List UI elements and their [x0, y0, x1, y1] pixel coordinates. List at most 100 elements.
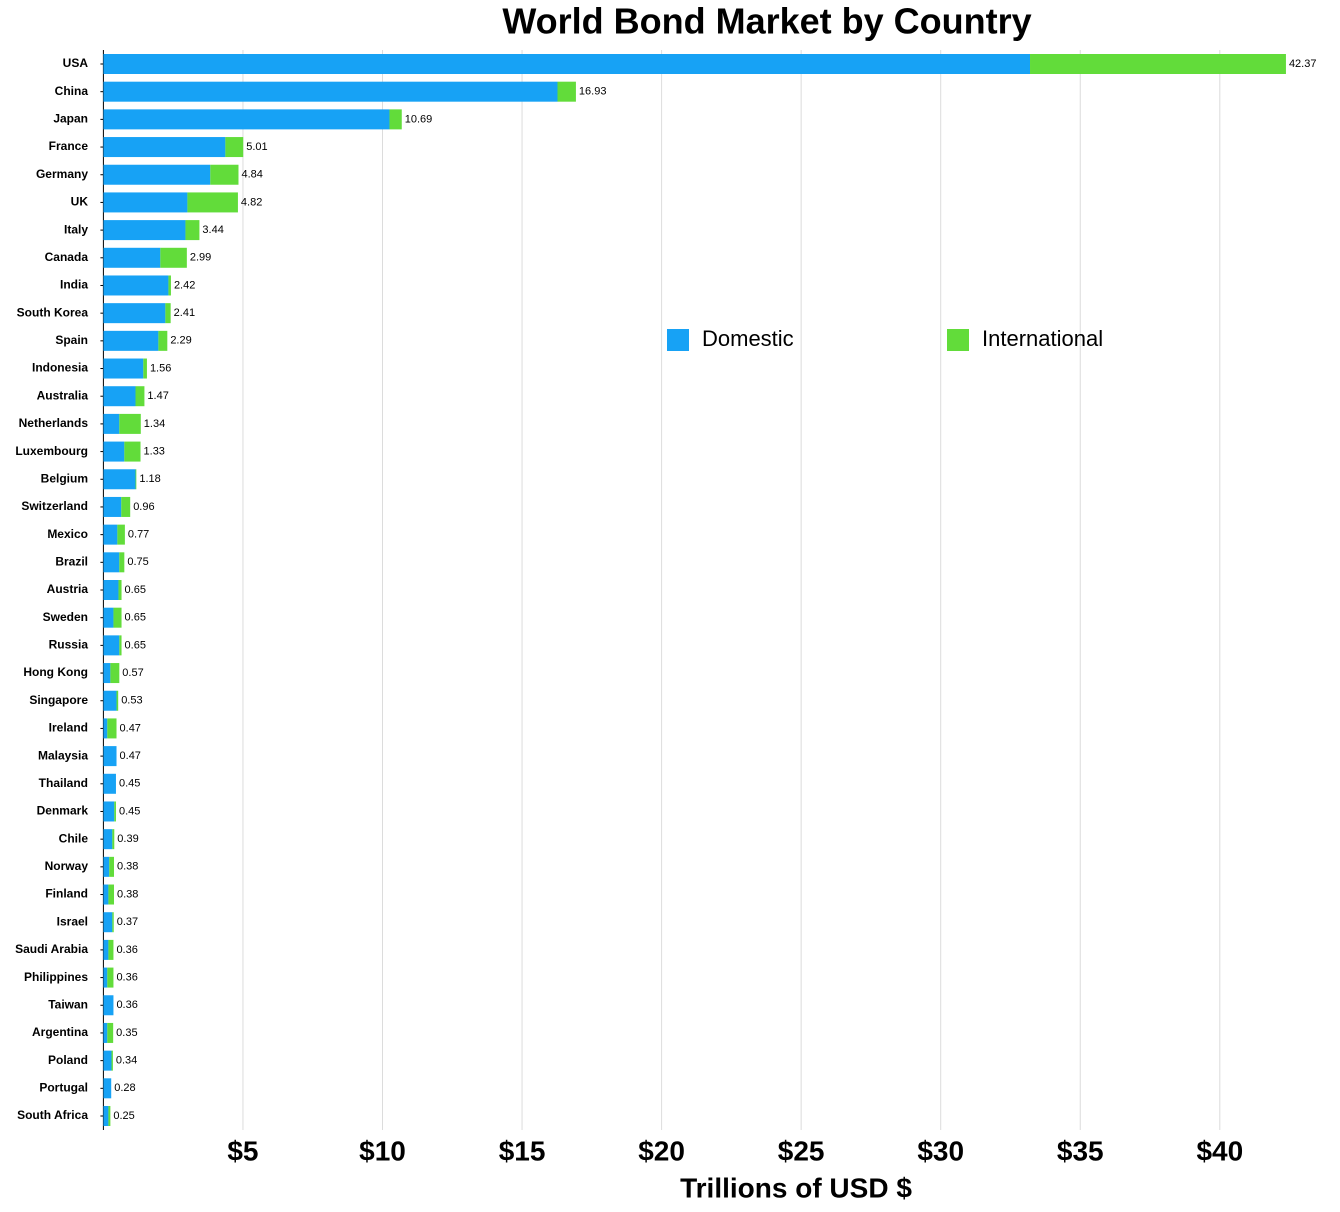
bar-segment — [135, 386, 145, 407]
value-label: 0.36 — [116, 999, 137, 1011]
y-tick-label: Singapore — [29, 693, 88, 707]
x-tick-label: $10 — [359, 1135, 406, 1166]
chart-title: World Bond Market by Country — [502, 1, 1031, 42]
y-tick-label: Denmark — [37, 804, 89, 818]
bar-segment — [107, 718, 117, 739]
bar-segment — [103, 912, 113, 933]
y-tick-label: Australia — [37, 388, 89, 402]
bar-segment — [225, 137, 244, 158]
y-tick-label: Germany — [36, 167, 88, 181]
y-tick-label: Hong Kong — [23, 665, 88, 679]
bar-segment — [103, 773, 116, 794]
bar-segment — [111, 1050, 113, 1071]
value-label: 0.38 — [117, 861, 138, 873]
bar-segment — [143, 358, 147, 379]
value-label: 42.37 — [1289, 58, 1317, 70]
value-label: 0.65 — [125, 639, 146, 651]
y-tick-label: Poland — [48, 1053, 88, 1067]
y-tick-label: Luxembourg — [15, 444, 88, 458]
bar-segment — [103, 801, 115, 822]
y-tick-label: Israel — [57, 914, 88, 928]
y-tick-label: Mexico — [47, 527, 88, 541]
bar-segment — [114, 801, 116, 822]
value-label: 4.84 — [241, 169, 262, 181]
bar-segment — [158, 330, 168, 351]
bar-segment — [103, 663, 111, 684]
value-label: 3.44 — [202, 224, 223, 236]
bar-segment — [108, 939, 114, 960]
x-tick-label: $40 — [1196, 1135, 1243, 1166]
value-label: 1.33 — [144, 445, 165, 457]
y-tick-label: Thailand — [39, 776, 88, 790]
y-tick-label: Brazil — [55, 554, 88, 568]
bar-segment — [557, 81, 576, 102]
bar-segment — [103, 718, 108, 739]
y-tick-label: Norway — [45, 859, 89, 873]
bar-segment — [165, 303, 171, 324]
value-label: 4.82 — [241, 196, 262, 208]
x-axis-title: Trillions of USD $ — [680, 1172, 912, 1203]
bar-segment — [103, 829, 113, 850]
value-label: 2.99 — [190, 252, 211, 264]
y-tick-label: France — [49, 139, 89, 153]
bar-segment — [103, 746, 117, 767]
value-label: 1.18 — [139, 473, 160, 485]
bar-segment — [103, 109, 390, 130]
y-tick-label: Indonesia — [32, 361, 88, 375]
value-label: 0.39 — [117, 833, 138, 845]
bar-segment — [103, 303, 166, 324]
y-tick-label: Philippines — [24, 970, 88, 984]
bar-segment — [389, 109, 402, 130]
bar-segment — [103, 635, 120, 656]
x-tick-label: $20 — [638, 1135, 685, 1166]
value-label: 1.34 — [144, 418, 165, 430]
y-tick-label: Canada — [45, 250, 89, 264]
value-label: 0.57 — [122, 667, 143, 679]
bar-segment — [103, 81, 558, 102]
y-tick-label: Japan — [53, 112, 88, 126]
value-label: 10.69 — [405, 113, 433, 125]
value-label: 0.96 — [133, 501, 154, 513]
value-label: 1.56 — [150, 362, 171, 374]
bar-segment — [108, 1106, 111, 1126]
value-label: 2.41 — [174, 307, 195, 319]
bar-segment — [103, 275, 169, 296]
legend-swatch — [667, 329, 689, 351]
y-tick-label: China — [55, 84, 89, 98]
bar-segment — [119, 635, 122, 656]
value-label: 0.53 — [121, 695, 142, 707]
y-tick-label: Portugal — [39, 1080, 88, 1094]
value-label: 0.34 — [116, 1055, 137, 1067]
bar-segment — [107, 1022, 114, 1043]
y-tick-label: Switzerland — [21, 499, 88, 513]
y-tick-label: Russia — [49, 638, 89, 652]
y-tick-label: Malaysia — [38, 748, 88, 762]
value-label: 2.42 — [174, 279, 195, 291]
value-label: 0.36 — [116, 971, 137, 983]
value-label: 0.28 — [114, 1082, 135, 1094]
y-tick-label: Spain — [55, 333, 88, 347]
bar-segment — [103, 137, 226, 158]
bar-segment — [103, 856, 110, 877]
y-tick-label: India — [60, 278, 88, 292]
bar-segment — [103, 580, 119, 600]
value-label: 0.75 — [127, 556, 148, 568]
x-tick-label: $15 — [499, 1135, 546, 1166]
bar-segment — [103, 884, 109, 905]
x-tick-label: $35 — [1057, 1135, 1104, 1166]
bar-segment — [103, 386, 136, 407]
value-label: 0.65 — [125, 612, 146, 624]
bar-segment — [103, 330, 159, 351]
value-label: 1.47 — [147, 390, 168, 402]
value-label: 0.65 — [125, 584, 146, 596]
y-tick-label: USA — [63, 56, 89, 70]
bar-segment — [168, 275, 171, 296]
bar-segment — [109, 856, 115, 877]
bar-segment — [103, 995, 114, 1016]
value-label: 0.38 — [117, 888, 138, 900]
bar-segment — [210, 164, 239, 185]
y-tick-label: South Africa — [17, 1108, 88, 1122]
bar-segment — [135, 469, 137, 490]
value-label: 0.45 — [119, 778, 140, 790]
